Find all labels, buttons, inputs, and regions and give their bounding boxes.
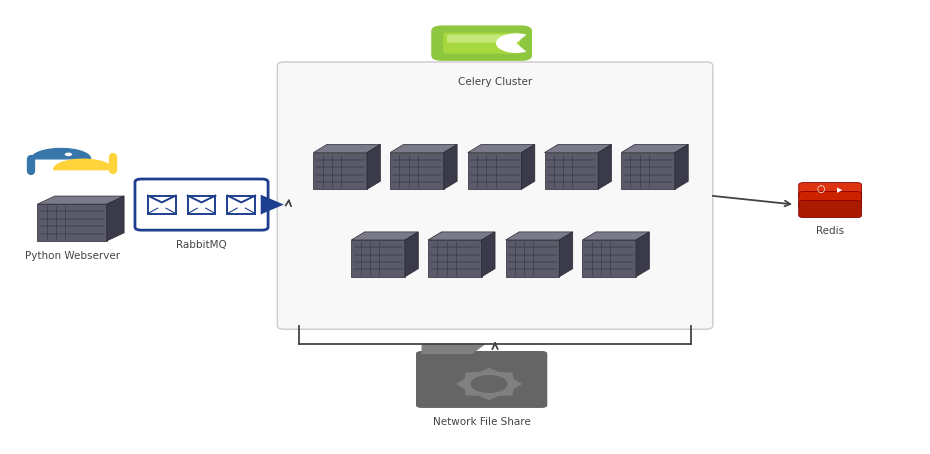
Polygon shape bbox=[54, 159, 113, 170]
FancyBboxPatch shape bbox=[799, 183, 861, 200]
Polygon shape bbox=[390, 144, 458, 153]
Text: ○: ○ bbox=[817, 184, 825, 194]
FancyBboxPatch shape bbox=[135, 179, 268, 230]
Polygon shape bbox=[522, 144, 535, 189]
Text: Python Webserver: Python Webserver bbox=[24, 251, 120, 261]
Bar bbox=[148, 196, 176, 213]
Text: Redis: Redis bbox=[817, 227, 844, 237]
Polygon shape bbox=[313, 153, 367, 189]
FancyBboxPatch shape bbox=[447, 35, 508, 43]
Polygon shape bbox=[559, 232, 573, 277]
Polygon shape bbox=[506, 232, 573, 240]
Polygon shape bbox=[468, 153, 522, 189]
Polygon shape bbox=[456, 368, 523, 400]
Polygon shape bbox=[428, 232, 495, 240]
Polygon shape bbox=[352, 232, 418, 240]
Polygon shape bbox=[367, 144, 380, 189]
Polygon shape bbox=[506, 240, 559, 277]
Bar bbox=[228, 196, 255, 213]
Polygon shape bbox=[468, 144, 535, 153]
Polygon shape bbox=[621, 144, 688, 153]
Polygon shape bbox=[313, 144, 380, 153]
Circle shape bbox=[73, 172, 79, 176]
Polygon shape bbox=[428, 240, 482, 277]
Polygon shape bbox=[582, 232, 649, 240]
Polygon shape bbox=[482, 232, 495, 277]
FancyBboxPatch shape bbox=[444, 33, 520, 54]
Polygon shape bbox=[621, 153, 675, 189]
Circle shape bbox=[65, 153, 73, 156]
Polygon shape bbox=[352, 240, 405, 277]
FancyBboxPatch shape bbox=[277, 62, 712, 329]
Wedge shape bbox=[496, 33, 526, 53]
Polygon shape bbox=[107, 196, 124, 241]
Polygon shape bbox=[636, 232, 649, 277]
Text: RabbitMQ: RabbitMQ bbox=[176, 240, 227, 250]
Polygon shape bbox=[37, 204, 107, 241]
FancyBboxPatch shape bbox=[416, 351, 547, 408]
Polygon shape bbox=[32, 148, 90, 159]
Bar bbox=[188, 196, 216, 213]
Text: ▶: ▶ bbox=[837, 187, 842, 193]
Polygon shape bbox=[421, 344, 485, 354]
Text: Celery Cluster: Celery Cluster bbox=[458, 77, 532, 87]
Polygon shape bbox=[444, 144, 458, 189]
Polygon shape bbox=[675, 144, 688, 189]
Polygon shape bbox=[544, 144, 612, 153]
Polygon shape bbox=[260, 195, 284, 214]
Circle shape bbox=[471, 375, 508, 393]
Polygon shape bbox=[544, 153, 598, 189]
Polygon shape bbox=[405, 232, 418, 277]
FancyBboxPatch shape bbox=[799, 192, 861, 209]
FancyBboxPatch shape bbox=[432, 25, 532, 61]
Polygon shape bbox=[582, 240, 636, 277]
FancyBboxPatch shape bbox=[799, 201, 861, 217]
Polygon shape bbox=[390, 153, 444, 189]
Text: Network File Share: Network File Share bbox=[432, 417, 530, 427]
Polygon shape bbox=[37, 196, 124, 204]
Polygon shape bbox=[598, 144, 612, 189]
